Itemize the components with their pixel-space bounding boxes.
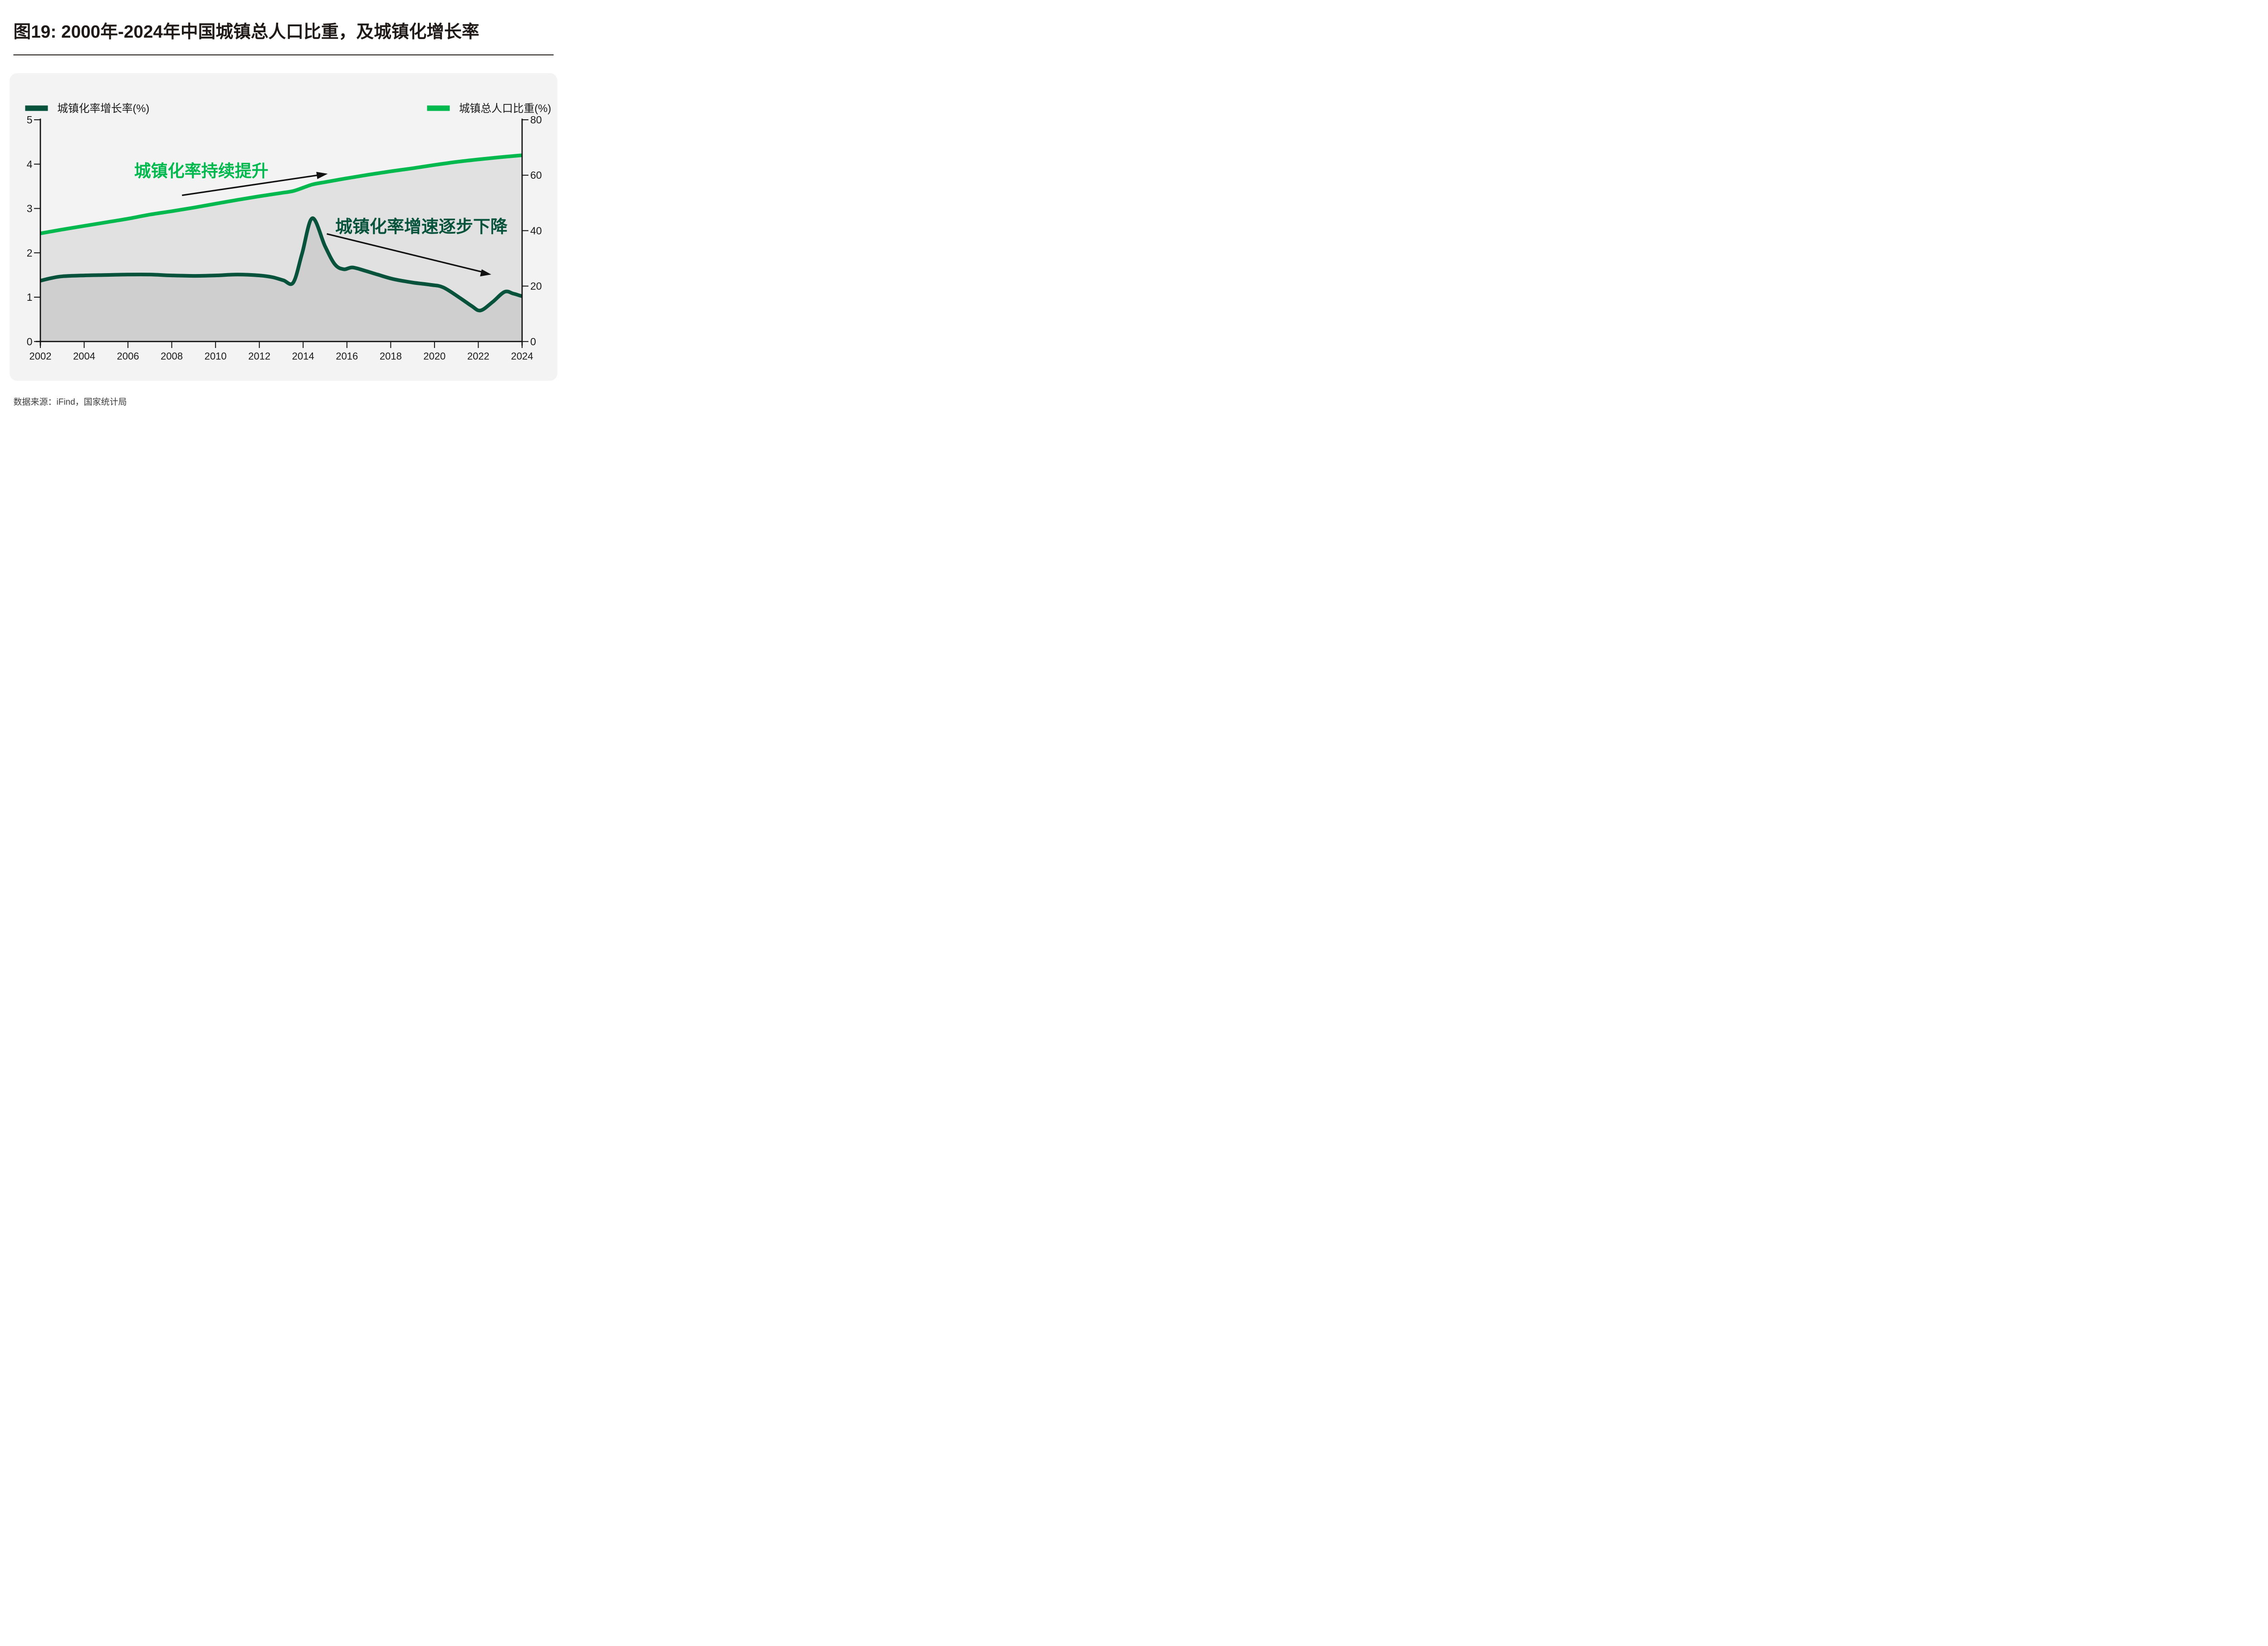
x-tick-label: 2018: [380, 351, 402, 362]
annotation-growth-declining-label: 城镇化率增速逐步下降: [335, 218, 508, 237]
source-note: 数据来源：iFind，国家统计局: [14, 397, 127, 407]
down-trend-arrow-line: [327, 233, 482, 273]
right-tick-label: 80: [530, 114, 542, 126]
annotation-share-rising-label: 城镇化率持续提升: [134, 162, 269, 181]
x-axis-tick-labels: 2002 2004 2006 2008 2010 2012 2014 2016 2018 2020…: [29, 351, 533, 362]
left-tick-label: 2: [27, 247, 33, 259]
legend-share-label: 城镇总人口比重(%): [459, 103, 551, 115]
x-tick-label: 2006: [117, 351, 139, 362]
left-axis-ticks: [34, 119, 40, 342]
annotation-growth-declining: 城镇化率增速逐步下降: [327, 218, 508, 277]
x-tick-label: 2016: [336, 351, 358, 362]
plot-lines: [40, 153, 523, 313]
right-axis-ticks: [522, 119, 528, 342]
axes: [36, 118, 523, 346]
left-tick-label: 0: [27, 336, 33, 348]
left-tick-label: 5: [27, 114, 33, 126]
x-tick-label: 2024: [511, 351, 533, 362]
left-axis-tick-labels: 0 1 2 3 4 5: [27, 114, 33, 348]
legend-growth-rate: 城镇化率增长率(%): [25, 103, 149, 115]
right-tick-label: 20: [530, 280, 542, 292]
legend-growth-swatch: [25, 105, 48, 111]
legend-share: 城镇总人口比重(%): [427, 103, 551, 115]
x-tick-label: 2008: [161, 351, 183, 362]
figure-page: 图19: 2000年-2024年中国城镇总人口比重，及城镇化增长率 城镇化率增长…: [0, 0, 567, 412]
x-tick-label: 2020: [423, 351, 445, 362]
series-line-0: [40, 153, 523, 235]
chart-figure: 图19: 2000年-2024年中国城镇总人口比重，及城镇化增长率 城镇化率增长…: [10, 22, 557, 407]
left-tick-label: 4: [27, 158, 33, 170]
series-line-1: [40, 216, 523, 313]
page-title: 图19: 2000年-2024年中国城镇总人口比重，及城镇化增长率: [14, 22, 479, 42]
annotation-share-rising: 城镇化率持续提升: [134, 162, 328, 196]
down-trend-arrowhead-icon: [480, 269, 491, 277]
right-axis-tick-labels: 0 20 40 60 80: [530, 114, 542, 348]
x-tick-label: 2022: [467, 351, 489, 362]
x-axis-ticks: [40, 341, 523, 348]
right-tick-label: 40: [530, 225, 542, 236]
title-divider: [13, 54, 554, 55]
up-trend-arrowhead-icon: [316, 171, 328, 179]
up-trend-arrow-line: [182, 174, 318, 196]
legend-share-swatch: [427, 105, 450, 111]
x-tick-label: 2014: [292, 351, 314, 362]
right-tick-label: 60: [530, 169, 542, 181]
x-tick-label: 2004: [73, 351, 95, 362]
x-tick-label: 2012: [248, 351, 270, 362]
legend-growth-label: 城镇化率增长率(%): [57, 103, 149, 115]
left-tick-label: 3: [27, 203, 33, 215]
x-tick-label: 2002: [29, 351, 52, 362]
right-tick-label: 0: [530, 336, 536, 348]
left-tick-label: 1: [27, 291, 33, 303]
x-tick-label: 2010: [205, 351, 227, 362]
